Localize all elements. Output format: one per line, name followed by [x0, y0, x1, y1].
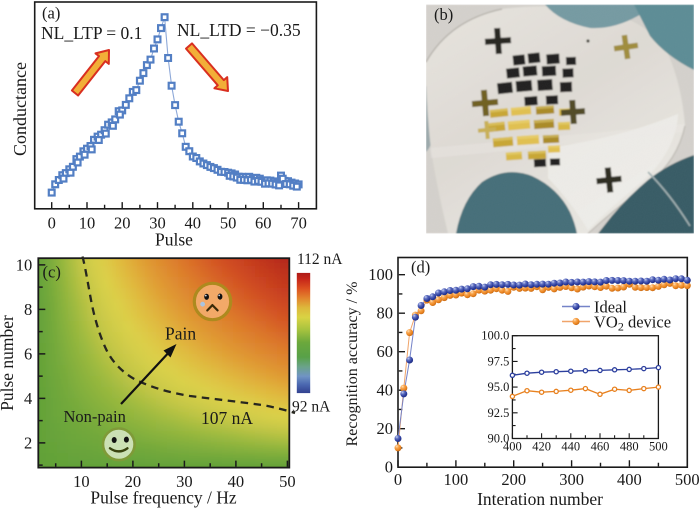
svg-text:92.5: 92.5: [488, 406, 510, 420]
svg-text:50: 50: [220, 214, 237, 233]
svg-text:90.0: 90.0: [488, 432, 510, 446]
svg-text:6: 6: [24, 344, 32, 363]
svg-text:30: 30: [176, 472, 193, 491]
svg-text:0: 0: [394, 470, 402, 489]
svg-text:460: 460: [591, 440, 610, 454]
svg-text:(b): (b): [434, 5, 453, 24]
svg-text:(a): (a): [42, 4, 60, 23]
svg-text:NL_LTD = −0.35: NL_LTD = −0.35: [177, 20, 301, 40]
svg-text:Conductance: Conductance: [10, 62, 30, 156]
svg-text:95.0: 95.0: [488, 380, 510, 394]
svg-text:400: 400: [503, 440, 522, 454]
svg-text:60: 60: [255, 214, 272, 233]
svg-text:Pulse frequency / Hz: Pulse frequency / Hz: [90, 488, 237, 508]
svg-text:500: 500: [675, 470, 700, 489]
svg-text:10: 10: [16, 255, 33, 274]
svg-text:Interation number: Interation number: [477, 489, 603, 509]
svg-text:Ideal: Ideal: [594, 298, 627, 317]
svg-text:Recognition accuracy / %: Recognition accuracy / %: [344, 282, 361, 447]
svg-text:200: 200: [501, 470, 526, 489]
svg-text:Pulse number: Pulse number: [0, 315, 17, 411]
svg-text:400: 400: [617, 470, 642, 489]
svg-text:100: 100: [368, 265, 393, 284]
svg-text:80: 80: [377, 304, 394, 323]
svg-text:NL_LTP = 0.1: NL_LTP = 0.1: [41, 23, 142, 43]
svg-text:92 nA: 92 nA: [292, 399, 331, 416]
svg-text:97.5: 97.5: [488, 354, 510, 368]
svg-text:4: 4: [24, 389, 32, 408]
svg-text:10: 10: [73, 472, 90, 491]
svg-text:20: 20: [114, 214, 131, 233]
svg-text:(d): (d): [411, 258, 430, 277]
svg-text:107 nA: 107 nA: [201, 408, 253, 428]
svg-text:40: 40: [228, 472, 245, 491]
svg-text:0: 0: [48, 214, 56, 233]
svg-text:Non-pain: Non-pain: [64, 407, 126, 426]
svg-text:480: 480: [620, 440, 639, 454]
svg-text:2: 2: [24, 433, 32, 452]
svg-text:70: 70: [290, 214, 307, 233]
svg-text:420: 420: [532, 440, 551, 454]
svg-text:112 nA: 112 nA: [297, 251, 343, 268]
svg-text:440: 440: [561, 440, 580, 454]
svg-text:50: 50: [279, 472, 296, 491]
svg-text:20: 20: [125, 472, 142, 491]
svg-text:40: 40: [185, 214, 202, 233]
svg-text:VO2 device: VO2 device: [594, 313, 671, 334]
svg-text:10: 10: [79, 214, 96, 233]
svg-text:100: 100: [444, 470, 469, 489]
svg-text:(c): (c): [43, 263, 61, 282]
svg-text:8: 8: [24, 300, 32, 319]
svg-text:Pain: Pain: [165, 324, 196, 344]
svg-text:40: 40: [377, 381, 394, 400]
svg-text:20: 20: [377, 419, 394, 438]
svg-text:0: 0: [385, 458, 393, 477]
svg-text:30: 30: [149, 214, 166, 233]
svg-text:60: 60: [377, 342, 394, 361]
svg-text:100.0: 100.0: [481, 329, 509, 343]
svg-text:Pulse: Pulse: [155, 230, 193, 250]
svg-text:500: 500: [649, 440, 668, 454]
svg-text:300: 300: [559, 470, 584, 489]
